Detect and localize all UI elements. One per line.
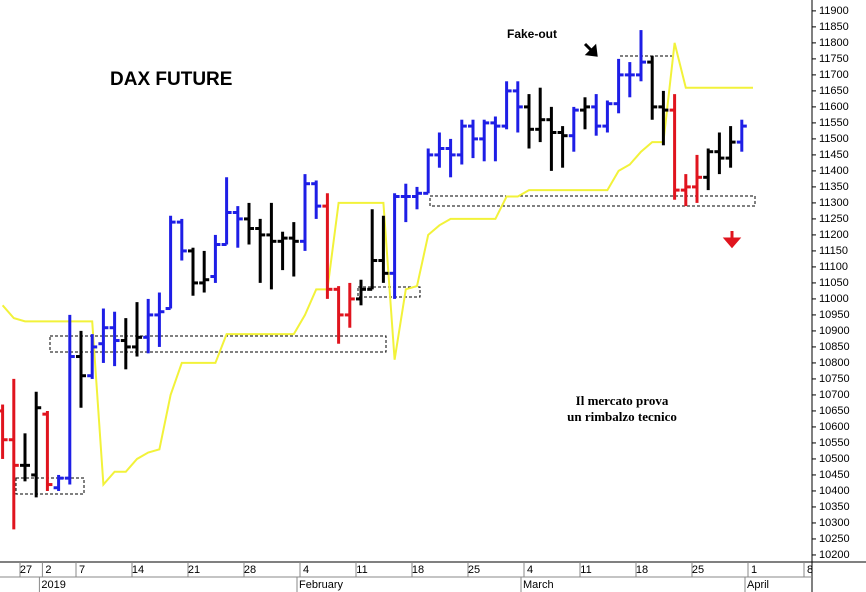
y-tick-label: 10800 bbox=[819, 357, 850, 369]
y-tick-label: 11350 bbox=[819, 181, 849, 193]
y-tick-label: 10550 bbox=[819, 437, 850, 449]
y-tick-label: 10350 bbox=[819, 501, 850, 513]
y-tick-label: 11500 bbox=[819, 133, 849, 145]
y-tick-label: 10200 bbox=[819, 549, 850, 561]
x-tick-label: 27 bbox=[20, 564, 32, 576]
arrow bbox=[722, 231, 742, 249]
support-zone bbox=[15, 477, 85, 495]
x-tick-label: 8 bbox=[807, 564, 813, 576]
x-tick-label: 28 bbox=[244, 564, 256, 576]
x-tick-label: 25 bbox=[468, 564, 480, 576]
y-tick-label: 10300 bbox=[819, 517, 850, 529]
chart-title: DAX FUTURE bbox=[110, 69, 232, 90]
month-label: February bbox=[299, 579, 344, 591]
y-tick-label: 11450 bbox=[819, 149, 849, 161]
arrow bbox=[583, 42, 598, 57]
x-tick-label: 11 bbox=[580, 564, 591, 576]
y-tick-label: 11550 bbox=[819, 117, 849, 129]
x-tick-label: 1 bbox=[751, 564, 757, 576]
x-tick-label: 25 bbox=[692, 564, 704, 576]
x-tick-label: 14 bbox=[132, 564, 144, 576]
y-tick-label: 10850 bbox=[819, 341, 850, 353]
month-label: March bbox=[523, 579, 554, 591]
x-tick-label: 18 bbox=[412, 564, 424, 576]
x-tick-label: 11 bbox=[356, 564, 367, 576]
annotation: Fake-out bbox=[507, 27, 557, 41]
x-tick-label: 7 bbox=[79, 564, 85, 576]
y-tick-label: 11400 bbox=[819, 165, 849, 177]
y-tick-label: 10750 bbox=[819, 373, 850, 385]
x-tick-label: 4 bbox=[527, 564, 533, 576]
y-tick-label: 11300 bbox=[819, 197, 849, 209]
y-tick-label: 10400 bbox=[819, 485, 850, 497]
month-label: 2019 bbox=[41, 579, 65, 591]
y-tick-label: 11850 bbox=[819, 21, 849, 33]
y-tick-label: 10950 bbox=[819, 309, 850, 321]
y-tick-label: 11600 bbox=[819, 101, 849, 113]
y-tick-label: 11800 bbox=[819, 37, 849, 49]
y-tick-label: 11000 bbox=[819, 293, 849, 305]
x-tick-label: 4 bbox=[303, 564, 309, 576]
y-tick-label: 10450 bbox=[819, 469, 850, 481]
y-tick-label: 10700 bbox=[819, 389, 850, 401]
support-zone bbox=[49, 335, 387, 353]
y-tick-label: 11250 bbox=[819, 213, 849, 225]
y-tick-label: 10650 bbox=[819, 405, 850, 417]
x-tick-label: 21 bbox=[188, 564, 200, 576]
y-tick-label: 11900 bbox=[819, 5, 849, 17]
y-tick-label: 11150 bbox=[819, 245, 848, 257]
y-tick-label: 11200 bbox=[819, 229, 849, 241]
y-tick-label: 10900 bbox=[819, 325, 850, 337]
y-tick-label: 11100 bbox=[819, 261, 848, 273]
annotation: Il mercato prova bbox=[576, 393, 669, 408]
y-tick-label: 10600 bbox=[819, 421, 850, 433]
x-tick-label: 18 bbox=[636, 564, 648, 576]
y-tick-label: 11700 bbox=[819, 69, 849, 81]
month-label: April bbox=[747, 579, 769, 591]
annotation: un rimbalzo tecnico bbox=[567, 409, 677, 424]
y-tick-label: 11050 bbox=[819, 277, 849, 289]
support-zone bbox=[429, 195, 756, 207]
y-tick-label: 10500 bbox=[819, 453, 850, 465]
indicator-line bbox=[1, 42, 753, 488]
x-tick-label: 2 bbox=[45, 564, 51, 576]
y-tick-label: 10250 bbox=[819, 533, 850, 545]
y-tick-label: 11650 bbox=[819, 85, 849, 97]
y-tick-label: 11750 bbox=[819, 53, 849, 65]
